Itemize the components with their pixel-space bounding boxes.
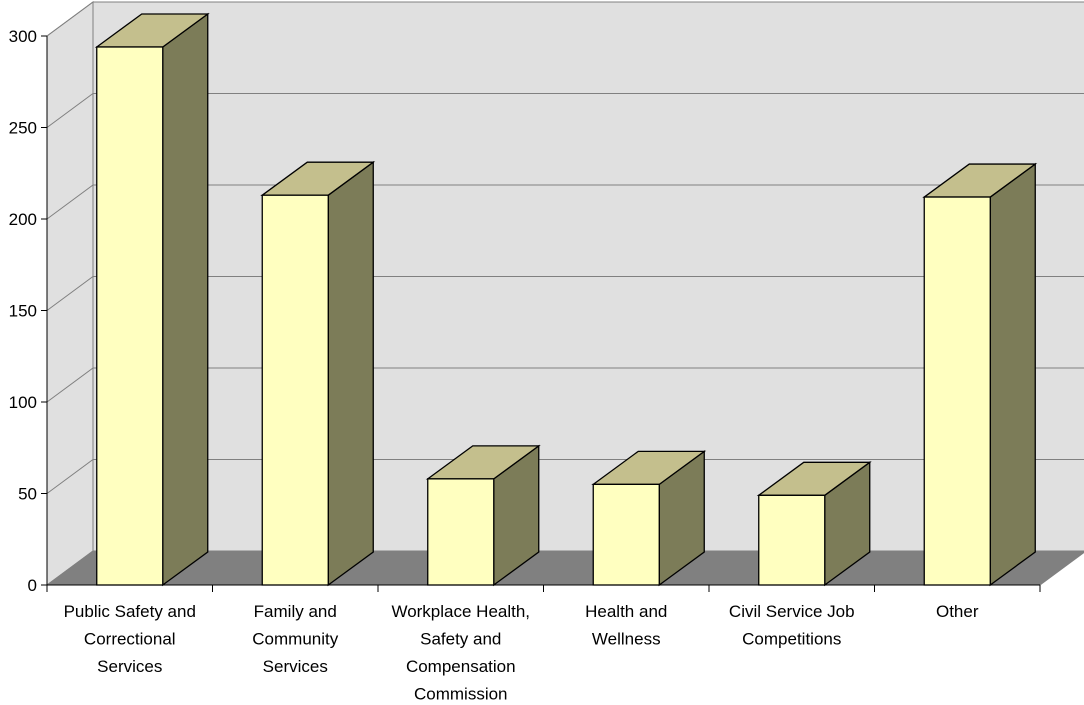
- bar-side-0: [162, 12, 209, 587]
- bar-front-1: [261, 194, 329, 586]
- category-label-2: Workplace Health, Safety and Compensation C…: [391, 602, 530, 704]
- category-label-line: Commission: [414, 685, 508, 704]
- category-label-line: Health and: [585, 602, 667, 621]
- category-label-1: Family and Community Services: [252, 602, 338, 676]
- y-tick-label-150: 150: [9, 302, 37, 321]
- bar-side-5: [989, 162, 1036, 587]
- category-label-line: Compensation: [406, 657, 516, 676]
- category-label-line: Competitions: [742, 630, 841, 649]
- bar-1: [260, 160, 376, 587]
- bar-5: [922, 162, 1038, 587]
- category-label-line: Correctional: [84, 630, 176, 649]
- category-label-line: Workplace Health,: [391, 602, 530, 621]
- bars: [94, 12, 1038, 587]
- bar-side-1: [327, 160, 374, 587]
- bar-0: [94, 12, 210, 587]
- category-label-line: Civil Service Job: [729, 602, 855, 621]
- category-label-line: Other: [936, 602, 979, 621]
- category-label-5: Other: [936, 602, 979, 621]
- y-tick-label-100: 100: [9, 393, 37, 412]
- gridlines: [46, 1, 1084, 494]
- category-label-line: Community: [252, 630, 338, 649]
- y-tick-label-50: 50: [18, 485, 37, 504]
- bar-front-2: [427, 478, 495, 586]
- y-tick-label-300: 300: [9, 27, 37, 46]
- category-label-line: Services: [263, 657, 328, 676]
- category-label-line: Wellness: [592, 630, 661, 649]
- bar-front-5: [923, 196, 991, 586]
- bar-4: [756, 461, 872, 587]
- bar-front-0: [96, 46, 164, 586]
- bar-3: [591, 450, 707, 587]
- category-label-line: Safety and: [420, 630, 501, 649]
- category-label-line: Family and: [254, 602, 337, 621]
- gridline-250: [46, 93, 1084, 128]
- category-label-4: Civil Service Job Competitions: [729, 602, 855, 649]
- x-axis-category-labels: Public Safety and Correctional ServicesFam…: [64, 602, 979, 704]
- gridline-50: [46, 459, 1084, 494]
- category-label-line: Public Safety and: [64, 602, 196, 621]
- gridline-100: [46, 367, 1084, 403]
- category-label-3: Health and Wellness: [585, 602, 667, 649]
- category-label-0: Public Safety and Correctional Services: [64, 602, 196, 676]
- y-axis-tick-labels: 0 50 100 150 200 250 300: [9, 27, 37, 595]
- category-label-line: Services: [97, 657, 162, 676]
- gridline-150: [46, 276, 1084, 311]
- gridline-200: [46, 184, 1084, 220]
- bar-2: [425, 444, 541, 587]
- y-tick-label-200: 200: [9, 210, 37, 229]
- y-tick-label-250: 250: [9, 119, 37, 138]
- bar-front-3: [592, 483, 660, 586]
- gridline-300: [46, 1, 1084, 37]
- bar-front-4: [758, 494, 826, 586]
- axes: [41, 35, 1041, 592]
- y-tick-label-0: 0: [28, 576, 37, 595]
